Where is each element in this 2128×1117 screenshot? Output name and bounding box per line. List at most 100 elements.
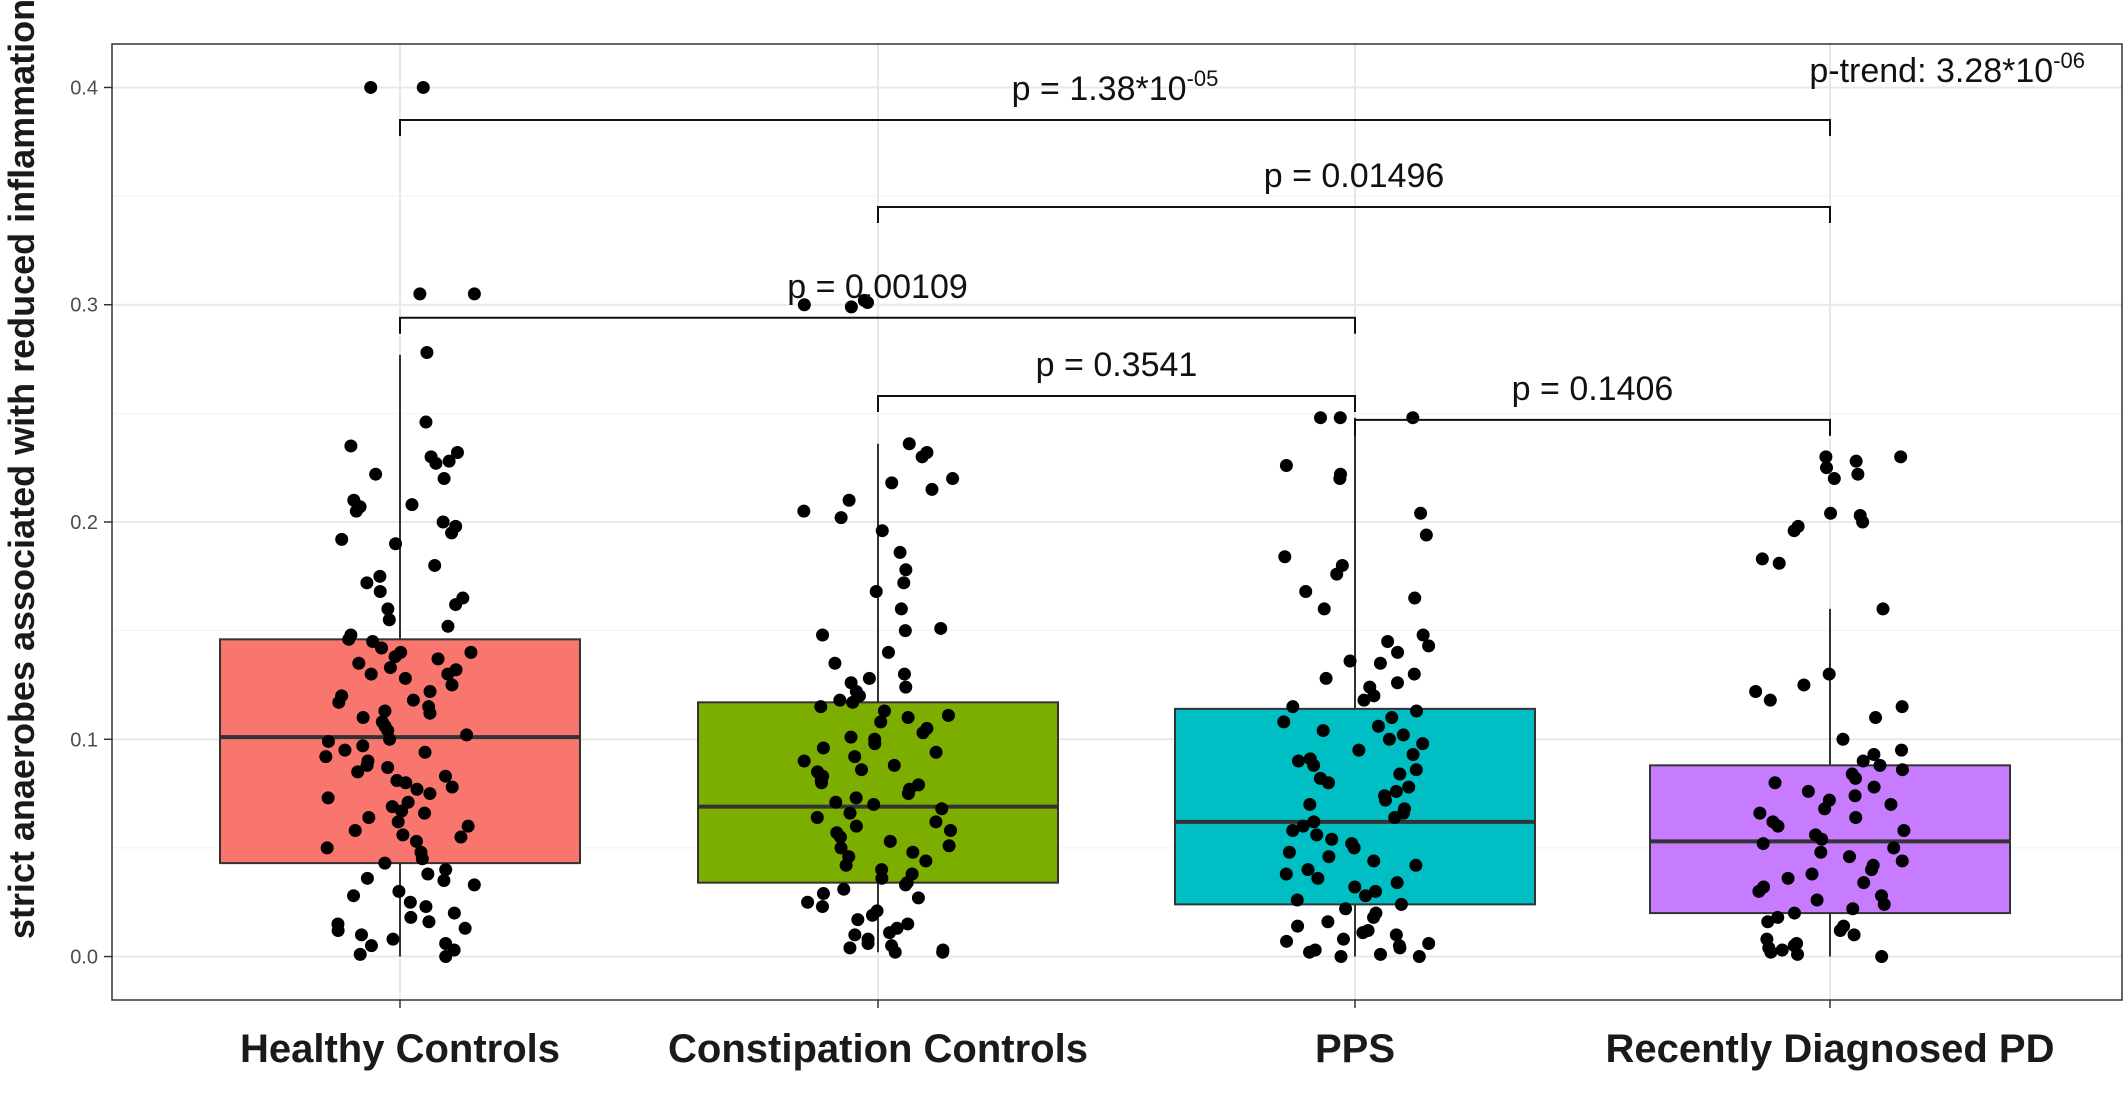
- data-point: [429, 456, 443, 470]
- data-point: [875, 871, 889, 885]
- data-point: [1409, 858, 1423, 872]
- significance-bracket: [877, 394, 1356, 412]
- data-point: [1836, 732, 1850, 746]
- data-point: [1357, 693, 1371, 707]
- data-point: [844, 300, 858, 314]
- y-axis-label: strict anaerobes associated with reduced…: [1, 0, 42, 939]
- data-point: [861, 296, 875, 310]
- data-point: [897, 667, 911, 681]
- y-tick-label: 0.2: [70, 512, 98, 534]
- data-point: [1755, 552, 1769, 566]
- data-point: [349, 504, 363, 518]
- data-point: [929, 815, 943, 829]
- data-point: [894, 602, 908, 616]
- data-point: [815, 776, 829, 790]
- data-point: [1805, 867, 1819, 881]
- data-point: [1422, 937, 1436, 951]
- data-point: [422, 915, 436, 929]
- p-trend-exponent: -06: [2053, 48, 2085, 73]
- data-point: [1307, 815, 1321, 829]
- data-point: [420, 346, 434, 360]
- data-point: [1749, 684, 1763, 698]
- data-point: [356, 711, 370, 725]
- data-point: [843, 941, 857, 955]
- data-point: [1325, 832, 1339, 846]
- data-point: [392, 884, 406, 898]
- data-point: [1756, 837, 1770, 851]
- data-point: [439, 863, 453, 877]
- data-point: [1833, 923, 1847, 937]
- data-point: [1307, 758, 1321, 772]
- data-point: [360, 576, 374, 590]
- data-point: [375, 641, 389, 655]
- p-value-text: p = 0.01496: [1264, 157, 1445, 195]
- data-point: [437, 874, 451, 887]
- data-point: [839, 858, 853, 872]
- data-point: [941, 708, 955, 722]
- data-point: [321, 734, 335, 748]
- data-point: [1895, 743, 1909, 757]
- p-value-text: p = 1.38*10: [1012, 70, 1187, 108]
- data-point: [883, 926, 897, 940]
- data-point: [898, 624, 912, 638]
- data-point: [1356, 926, 1370, 940]
- data-point: [946, 472, 960, 486]
- data-point: [360, 758, 374, 772]
- data-point: [362, 810, 376, 824]
- data-point: [423, 787, 437, 801]
- data-point: [1814, 845, 1828, 859]
- data-point: [1761, 915, 1775, 929]
- data-point: [862, 671, 876, 685]
- data-point: [344, 439, 358, 453]
- data-point: [877, 704, 891, 718]
- y-tick-label: 0.3: [70, 295, 98, 317]
- data-point: [1296, 819, 1310, 833]
- data-point: [395, 804, 409, 818]
- data-point: [369, 467, 383, 481]
- data-point: [1818, 802, 1832, 816]
- data-point: [421, 867, 435, 881]
- data-point: [332, 695, 346, 709]
- data-points: [319, 80, 1911, 964]
- data-point: [1347, 841, 1361, 855]
- data-point: [442, 454, 456, 468]
- data-point: [849, 791, 863, 805]
- data-point: [383, 732, 397, 746]
- data-point: [1336, 932, 1350, 946]
- data-point: [1303, 945, 1317, 959]
- data-point: [936, 945, 950, 959]
- data-point: [1279, 867, 1293, 881]
- data-point: [867, 797, 881, 811]
- data-point: [1775, 943, 1789, 957]
- data-point: [1367, 854, 1381, 868]
- data-point: [351, 765, 365, 779]
- data-point: [1373, 656, 1387, 670]
- p-value-text: p = 0.00109: [787, 268, 968, 306]
- data-point: [834, 511, 848, 525]
- data-point: [1897, 824, 1911, 838]
- data-point: [321, 791, 335, 805]
- data-point: [888, 945, 902, 959]
- data-point: [1390, 876, 1404, 890]
- data-point: [439, 950, 453, 964]
- data-point: [1385, 711, 1399, 725]
- data-point: [1842, 850, 1856, 864]
- data-point: [929, 745, 943, 759]
- data-point: [906, 845, 920, 859]
- data-point: [403, 895, 417, 909]
- data-point: [391, 815, 405, 829]
- data-point: [901, 787, 915, 801]
- data-point: [814, 700, 828, 714]
- box-iqr: [697, 701, 1059, 884]
- data-point: [1407, 667, 1421, 681]
- data-point: [1771, 819, 1785, 833]
- data-point: [1884, 797, 1898, 811]
- data-point: [1322, 850, 1336, 864]
- p-value-label: p = 0.00109: [787, 268, 968, 306]
- data-point: [1373, 947, 1387, 961]
- data-point: [410, 782, 424, 796]
- data-point: [1286, 700, 1300, 714]
- data-point: [418, 806, 432, 820]
- data-point: [381, 761, 395, 775]
- data-point: [1393, 941, 1407, 955]
